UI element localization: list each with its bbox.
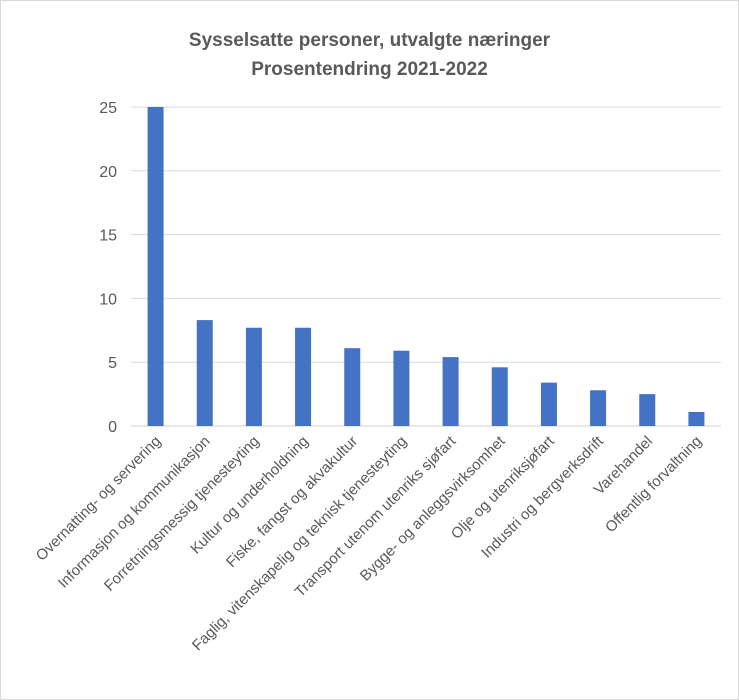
bar [246, 328, 262, 426]
bar [492, 367, 508, 426]
y-axis: 0 5 10 15 20 25 [99, 100, 117, 436]
bar [639, 394, 655, 426]
bar [443, 357, 459, 426]
y-tick-label: 10 [99, 291, 117, 308]
bar [148, 107, 164, 426]
y-tick-label: 20 [99, 164, 117, 181]
y-tick-label: 0 [108, 419, 117, 436]
bar [688, 412, 704, 426]
bar [541, 383, 557, 426]
bar [295, 328, 311, 426]
y-tick-label: 25 [99, 100, 117, 117]
y-tick-label: 5 [108, 355, 117, 372]
x-tick-label: Offentlig forvaltning [602, 433, 705, 536]
bar [393, 351, 409, 426]
bar [197, 320, 213, 426]
bars [148, 107, 705, 426]
gridlines [131, 107, 721, 426]
y-tick-label: 15 [99, 228, 117, 245]
bar [344, 348, 360, 426]
bar [590, 390, 606, 426]
